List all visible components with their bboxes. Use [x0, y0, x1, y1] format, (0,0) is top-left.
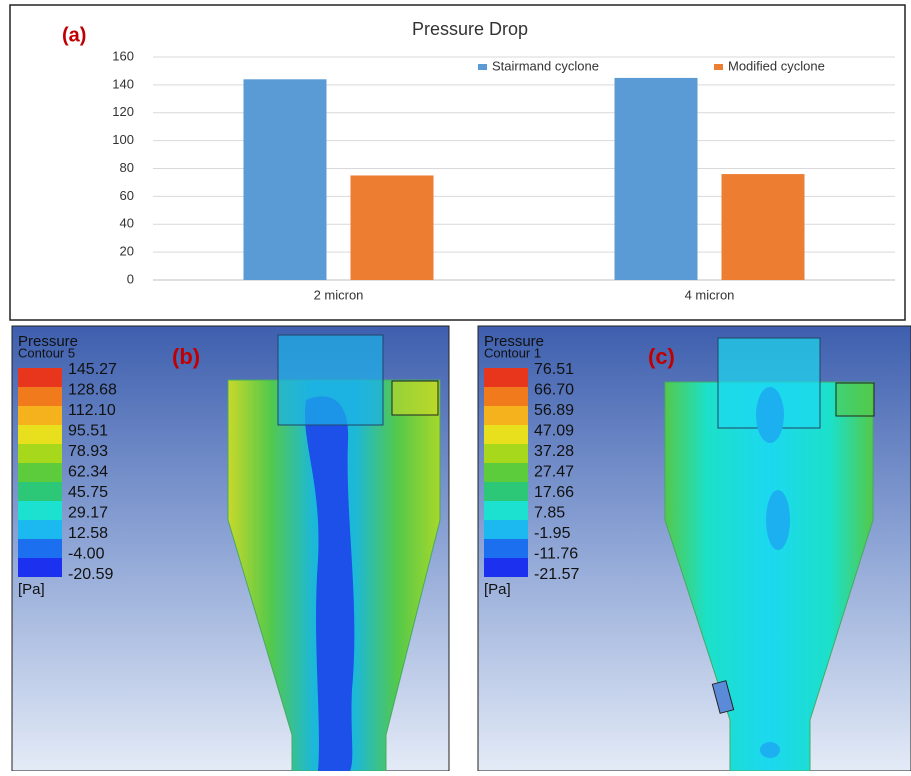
- contour-unit: [Pa]: [18, 581, 45, 598]
- contour-level: 29.17: [68, 505, 108, 522]
- contour-level: 62.34: [68, 464, 108, 481]
- low-pressure-zone: [760, 742, 780, 758]
- colorbar-segment: [484, 368, 528, 387]
- colorbar-segment: [484, 482, 528, 501]
- colorbar-segment: [484, 425, 528, 444]
- contour-level: 66.70: [534, 382, 574, 399]
- colorbar-segment: [484, 539, 528, 558]
- contour-level: 37.28: [534, 443, 574, 460]
- contour-level: 76.51: [534, 361, 574, 378]
- contour-level: 112.10: [68, 402, 116, 419]
- panel-label: (a): [62, 24, 86, 46]
- bar: [615, 78, 698, 280]
- contour-level: 17.66: [534, 484, 574, 501]
- legend-swatch: [714, 64, 723, 70]
- contour-level: -20.59: [68, 566, 113, 583]
- legend-label: Stairmand cyclone: [492, 58, 599, 73]
- panel-label: (c): [648, 344, 675, 369]
- y-tick-label: 120: [112, 104, 134, 119]
- low-pressure-zone: [766, 490, 790, 550]
- y-tick-label: 140: [112, 76, 134, 91]
- colorbar-segment: [18, 425, 62, 444]
- contour-level: -4.00: [68, 546, 105, 563]
- colorbar-segment: [18, 558, 62, 577]
- contour-level: 56.89: [534, 402, 574, 419]
- inlet: [392, 381, 438, 415]
- contour-level: 27.47: [534, 464, 574, 481]
- legend-swatch: [478, 64, 487, 70]
- inlet: [836, 383, 874, 416]
- y-tick-label: 20: [120, 244, 134, 259]
- figure: (a)Pressure DropPressure Drop (Pa)020406…: [0, 0, 911, 771]
- low-pressure-zone: [756, 387, 784, 443]
- bar: [351, 175, 434, 280]
- colorbar-segment: [18, 539, 62, 558]
- colorbar-segment: [484, 501, 528, 520]
- contour-level: 78.93: [68, 443, 108, 460]
- colorbar-segment: [18, 482, 62, 501]
- bar: [722, 174, 805, 280]
- colorbar-segment: [484, 406, 528, 425]
- contour-subtitle: Contour 5: [18, 345, 75, 360]
- colorbar-segment: [18, 463, 62, 482]
- legend-label: Modified cyclone: [728, 58, 825, 73]
- y-tick-label: 0: [127, 271, 134, 286]
- contour-unit: [Pa]: [484, 581, 511, 598]
- y-tick-label: 80: [120, 160, 134, 175]
- colorbar-segment: [18, 368, 62, 387]
- contour-level: -21.57: [534, 566, 579, 583]
- y-tick-label: 40: [120, 216, 134, 231]
- x-tick-label: 4 micron: [685, 287, 735, 302]
- colorbar-segment: [484, 444, 528, 463]
- chart-title: Pressure Drop: [412, 19, 528, 39]
- vortex-finder: [278, 335, 383, 425]
- x-tick-label: 2 micron: [314, 287, 364, 302]
- colorbar-segment: [484, 463, 528, 482]
- contour-level: -11.76: [534, 546, 578, 563]
- contour-level: 145.27: [68, 361, 117, 378]
- colorbar-segment: [484, 387, 528, 406]
- contour-subtitle: Contour 1: [484, 345, 541, 360]
- contour-level: 128.68: [68, 382, 117, 399]
- panel-label: (b): [172, 344, 200, 369]
- colorbar-segment: [18, 444, 62, 463]
- colorbar-segment: [18, 520, 62, 539]
- contour-level: 12.58: [68, 525, 108, 542]
- y-tick-label: 100: [112, 132, 134, 147]
- colorbar-segment: [18, 501, 62, 520]
- bar: [244, 79, 327, 280]
- colorbar-segment: [18, 406, 62, 425]
- y-tick-label: 160: [112, 48, 134, 63]
- contour-level: 47.09: [534, 423, 574, 440]
- contour-level: 45.75: [68, 484, 108, 501]
- colorbar-segment: [484, 558, 528, 577]
- colorbar-segment: [484, 520, 528, 539]
- contour-level: -1.95: [534, 525, 571, 542]
- contour-level: 95.51: [68, 423, 108, 440]
- colorbar-segment: [18, 387, 62, 406]
- y-tick-label: 60: [120, 188, 134, 203]
- contour-level: 7.85: [534, 505, 565, 522]
